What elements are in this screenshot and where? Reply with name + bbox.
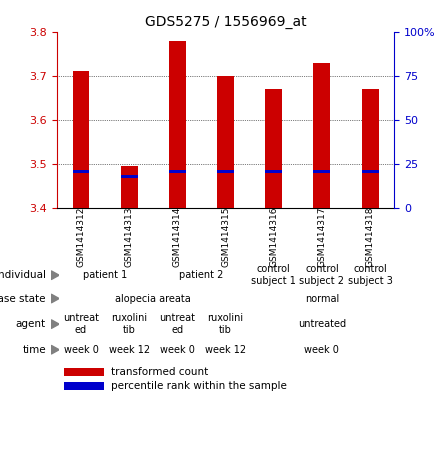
Bar [64,382,104,390]
Polygon shape [51,320,59,328]
Text: percentile rank within the sample: percentile rank within the sample [111,381,287,391]
Text: GSM1414317: GSM1414317 [318,207,326,267]
Text: control
subject 1: control subject 1 [251,265,296,286]
Text: individual: individual [0,270,46,280]
Bar [217,170,234,173]
Bar [64,368,104,376]
Text: disease state: disease state [0,294,46,304]
Text: ruxolini
tib: ruxolini tib [111,313,147,335]
Text: normal: normal [305,294,339,304]
Bar [169,170,186,173]
Bar [121,175,138,178]
Text: GSM1414316: GSM1414316 [269,207,278,267]
Text: transformed count: transformed count [111,367,208,377]
Polygon shape [51,271,59,280]
Text: control
subject 3: control subject 3 [348,265,392,286]
Bar [73,170,89,173]
Text: week 12: week 12 [109,345,150,355]
Polygon shape [51,345,59,354]
Text: control
subject 2: control subject 2 [300,265,344,286]
Bar [121,166,138,208]
Bar [362,89,378,208]
Text: time: time [22,345,46,355]
Polygon shape [51,294,59,303]
Bar [314,170,330,173]
Text: week 12: week 12 [205,345,246,355]
Text: alopecia areata: alopecia areata [116,294,191,304]
Bar [73,72,89,208]
Text: week 0: week 0 [304,345,339,355]
Bar [217,76,234,208]
Bar [314,63,330,208]
Text: untreated: untreated [298,319,346,329]
Text: ruxolini
tib: ruxolini tib [208,313,244,335]
Text: patient 1: patient 1 [83,270,127,280]
Text: agent: agent [16,319,46,329]
Bar [169,40,186,208]
Text: untreat
ed: untreat ed [159,313,195,335]
Text: GSM1414313: GSM1414313 [125,207,134,267]
Text: patient 2: patient 2 [179,270,224,280]
Bar [265,170,282,173]
Text: GSM1414312: GSM1414312 [77,207,85,267]
Text: week 0: week 0 [64,345,99,355]
Text: week 0: week 0 [160,345,195,355]
Text: GSM1414314: GSM1414314 [173,207,182,267]
Bar [265,89,282,208]
Text: untreat
ed: untreat ed [63,313,99,335]
Text: GSM1414315: GSM1414315 [221,207,230,267]
Title: GDS5275 / 1556969_at: GDS5275 / 1556969_at [145,15,307,29]
Text: GSM1414318: GSM1414318 [366,207,374,267]
Bar [362,170,378,173]
